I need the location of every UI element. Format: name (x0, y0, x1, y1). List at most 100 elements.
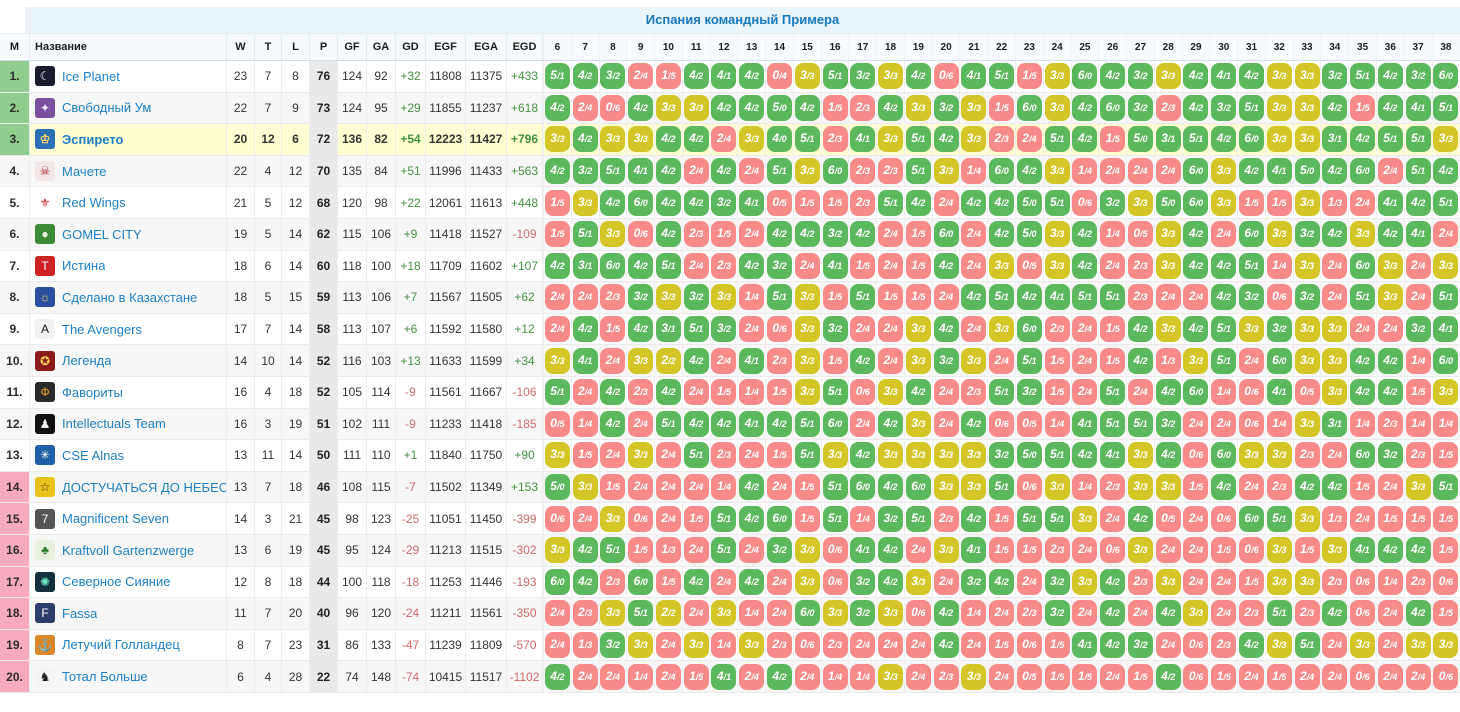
match-result-loss[interactable]: 2/4 (711, 568, 737, 595)
match-result-loss[interactable]: 1/5 (1433, 505, 1459, 532)
match-result-loss[interactable]: 1/5 (655, 568, 681, 595)
match-result-loss[interactable]: 1/5 (1044, 663, 1070, 690)
match-result-win[interactable]: 3/2 (1044, 600, 1070, 627)
match-result-win[interactable]: 4/2 (739, 94, 765, 121)
match-result-loss[interactable]: 2/4 (933, 284, 959, 311)
match-result-draw[interactable]: 3/3 (1072, 568, 1098, 595)
match-result-win[interactable]: 4/2 (600, 379, 626, 406)
match-result-loss[interactable]: 1/4 (1072, 158, 1098, 185)
match-result-win[interactable]: 3/2 (933, 94, 959, 121)
match-result-loss[interactable]: 2/3 (767, 631, 792, 658)
match-result-loss[interactable]: 2/4 (989, 663, 1015, 690)
match-result-win[interactable]: 4/2 (1183, 316, 1209, 343)
match-result-draw[interactable]: 3/3 (600, 126, 626, 153)
match-result-win[interactable]: 4/2 (1072, 442, 1098, 469)
match-result-loss[interactable]: 2/4 (655, 505, 681, 532)
match-result-win[interactable]: 5/1 (1266, 600, 1292, 627)
team-link[interactable]: Magnificent Seven (62, 511, 169, 527)
match-result-draw[interactable]: 3/3 (878, 442, 904, 469)
match-result-win[interactable]: 4/2 (961, 189, 987, 216)
match-result-win[interactable]: 3/2 (1294, 221, 1320, 248)
match-result-win[interactable]: 4/2 (933, 126, 959, 153)
match-result-loss[interactable]: 2/4 (933, 379, 959, 406)
match-result-loss[interactable]: 2/4 (767, 600, 792, 627)
match-result-loss[interactable]: 2/4 (1100, 252, 1126, 279)
match-result-win[interactable]: 6/0 (628, 189, 654, 216)
match-result-loss[interactable]: 1/4 (739, 379, 765, 406)
match-result-loss[interactable]: 2/4 (850, 316, 876, 343)
match-result-loss[interactable]: 2/4 (544, 600, 570, 627)
match-result-draw[interactable]: 3/3 (1377, 252, 1403, 279)
match-result-loss[interactable]: 2/3 (1127, 284, 1153, 311)
match-result-win[interactable]: 4/1 (1266, 158, 1292, 185)
match-result-loss[interactable]: 0/6 (1350, 568, 1376, 595)
match-result-win[interactable]: 4/2 (1405, 189, 1431, 216)
match-result-draw[interactable]: 3/3 (1266, 221, 1292, 248)
team-link[interactable]: Fassa (62, 605, 98, 621)
match-result-win[interactable]: 4/2 (683, 63, 709, 90)
match-result-win[interactable]: 6/0 (989, 158, 1015, 185)
match-result-win[interactable]: 4/2 (683, 126, 709, 153)
match-result-win[interactable]: 3/2 (933, 347, 959, 374)
match-result-win[interactable]: 3/2 (1239, 284, 1265, 311)
match-result-draw[interactable]: 3/3 (1294, 126, 1320, 153)
match-result-loss[interactable]: 2/4 (628, 410, 654, 437)
match-result-loss[interactable]: 2/4 (544, 284, 570, 311)
match-result-win[interactable]: 4/2 (739, 252, 765, 279)
match-result-win[interactable]: 4/1 (1405, 221, 1431, 248)
match-result-win[interactable]: 4/2 (1405, 600, 1431, 627)
match-result-win[interactable]: 4/2 (767, 663, 792, 690)
match-result-win[interactable]: 6/0 (794, 600, 820, 627)
match-result-win[interactable]: 3/2 (1127, 63, 1153, 90)
match-result-loss[interactable]: 2/4 (1239, 347, 1265, 374)
match-result-win[interactable]: 3/2 (1377, 442, 1403, 469)
match-result-win[interactable]: 5/1 (989, 379, 1015, 406)
match-result-loss[interactable]: 0/6 (822, 537, 848, 564)
match-result-win[interactable]: 3/2 (1100, 189, 1126, 216)
match-result-loss[interactable]: 2/3 (767, 347, 792, 374)
match-result-loss[interactable]: 2/4 (1405, 252, 1431, 279)
match-result-win[interactable]: 6/0 (1350, 158, 1376, 185)
match-result-loss[interactable]: 2/4 (878, 316, 904, 343)
match-result-win[interactable]: 6/0 (1433, 347, 1459, 374)
match-result-win[interactable]: 5/1 (822, 505, 848, 532)
match-result-draw[interactable]: 3/3 (1044, 221, 1070, 248)
match-result-win[interactable]: 4/2 (711, 158, 737, 185)
match-result-win[interactable]: 5/1 (1044, 126, 1070, 153)
match-result-loss[interactable]: 1/4 (1211, 379, 1237, 406)
match-result-win[interactable]: 4/2 (1155, 442, 1181, 469)
match-result-win[interactable]: 4/2 (739, 568, 765, 595)
match-result-win[interactable]: 4/2 (600, 189, 626, 216)
match-result-win[interactable]: 4/2 (1211, 252, 1237, 279)
match-result-loss[interactable]: 2/3 (1016, 600, 1042, 627)
match-result-loss[interactable]: 2/3 (1405, 442, 1431, 469)
match-result-loss[interactable]: 1/5 (600, 474, 626, 501)
match-result-loss[interactable]: 1/5 (572, 442, 598, 469)
match-result-draw[interactable]: 3/3 (1266, 568, 1292, 595)
match-result-loss[interactable]: 2/4 (1322, 631, 1348, 658)
match-result-win[interactable]: 4/1 (1100, 442, 1126, 469)
match-result-win[interactable]: 4/2 (905, 189, 931, 216)
match-result-loss[interactable]: 2/4 (1100, 505, 1126, 532)
match-result-win[interactable]: 4/0 (767, 126, 792, 153)
match-result-win[interactable]: 4/1 (822, 252, 848, 279)
match-result-loss[interactable]: 2/4 (739, 158, 765, 185)
match-result-win[interactable]: 5/1 (989, 63, 1015, 90)
match-result-loss[interactable]: 1/5 (1100, 126, 1126, 153)
match-result-win[interactable]: 5/1 (1211, 316, 1237, 343)
match-result-loss[interactable]: 2/3 (572, 600, 598, 627)
match-result-loss[interactable]: 1/4 (1100, 221, 1126, 248)
match-result-loss[interactable]: 1/5 (1266, 189, 1292, 216)
match-result-loss[interactable]: 2/4 (961, 221, 987, 248)
match-result-loss[interactable]: 0/6 (1350, 600, 1376, 627)
match-result-draw[interactable]: 3/3 (628, 347, 654, 374)
match-result-draw[interactable]: 3/3 (1294, 94, 1320, 121)
match-result-draw[interactable]: 3/3 (794, 379, 820, 406)
match-result-win[interactable]: 5/1 (767, 284, 792, 311)
match-result-loss[interactable]: 2/4 (850, 410, 876, 437)
match-result-loss[interactable]: 2/4 (850, 631, 876, 658)
match-result-loss[interactable]: 2/4 (961, 631, 987, 658)
match-result-draw[interactable]: 3/3 (1155, 63, 1181, 90)
match-result-win[interactable]: 5/1 (1433, 189, 1459, 216)
match-result-loss[interactable]: 1/5 (905, 284, 931, 311)
